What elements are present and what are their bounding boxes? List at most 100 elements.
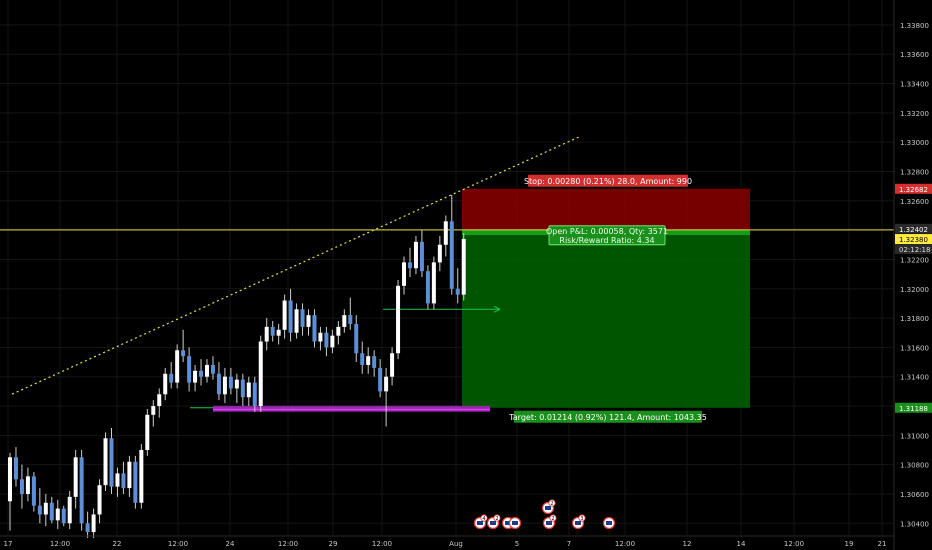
price-tick-label: 1.33800: [900, 22, 929, 30]
event-count-badge: [493, 514, 501, 522]
price-tick-label: 1.30600: [900, 491, 929, 499]
time-tick-label: 14: [737, 540, 746, 548]
candle-body: [419, 241, 424, 272]
time-tick-label: 5: [515, 540, 519, 548]
candle-body: [210, 364, 215, 374]
candle-body: [91, 514, 96, 533]
take-profit-zone[interactable]: [462, 229, 750, 408]
price-tick-label: 1.30800: [900, 462, 929, 470]
candle-body: [437, 244, 442, 263]
candle-body: [85, 523, 90, 533]
time-tick-label: 17: [4, 540, 13, 548]
candle-body: [348, 315, 353, 324]
candle-body: [228, 376, 233, 389]
flag-event-icon[interactable]: 2: [541, 499, 556, 515]
countdown-label: 02:12:18: [899, 246, 930, 254]
candle-body: [270, 326, 275, 336]
target-label-bg: [514, 410, 702, 423]
candle-body: [246, 382, 251, 398]
time-tick-label: 12:00: [784, 540, 804, 548]
earnings-event-icon[interactable]: [508, 516, 522, 530]
open-pnl-label: Open P&L: 0.00058, Qty: 3571: [546, 227, 668, 236]
flag-event-icon[interactable]: 4: [473, 514, 488, 530]
price-tick-label: 1.32800: [900, 168, 929, 176]
candle-body: [443, 221, 448, 245]
time-tick-label: 12:00: [372, 540, 392, 548]
time-axis[interactable]: 17 12:00 22 12:00 24 12:00 29 12:00 Aug 5 7 12:00 12…: [0, 535, 894, 548]
candle-body: [37, 505, 42, 515]
risk-reward-label: Risk/Reward Ratio: 4.34: [559, 236, 654, 245]
candle-body: [181, 350, 186, 357]
price-tick-label: 1.32000: [900, 286, 929, 294]
flag-event-icon[interactable]: 2: [486, 514, 501, 530]
time-tick-label: 12:00: [278, 540, 298, 548]
candle-body: [216, 373, 221, 395]
flag-glyph: [490, 521, 496, 525]
countdown-badge: [895, 244, 932, 255]
candle-body: [282, 300, 287, 330]
candle-body: [312, 315, 317, 342]
candle-body: [258, 341, 263, 407]
candle-body: [133, 461, 138, 503]
stop-loss-zone[interactable]: [462, 188, 750, 230]
target-label: Target: 0.01214 (0.92%) 121.4, Amount: 1…: [508, 413, 707, 422]
candle-body: [13, 457, 18, 480]
candle-body: [103, 438, 108, 486]
candle-body: [372, 356, 377, 368]
arrow-head-icon: [493, 305, 501, 313]
flag-glyph: [477, 521, 483, 525]
event-count-badge: [549, 514, 557, 522]
stop-level-badge: [895, 183, 932, 194]
event-count: 2: [550, 501, 553, 507]
candle-body: [318, 332, 323, 342]
flag-event-icon[interactable]: [602, 516, 616, 530]
price-tick-label: 1.32600: [900, 198, 929, 206]
candle-body: [366, 356, 371, 365]
flag-glyph: [505, 521, 511, 525]
candle-body: [19, 479, 24, 494]
candle-body: [109, 438, 114, 487]
target-level-badge: [895, 402, 932, 413]
time-tick-label: 12:00: [50, 540, 70, 548]
price-tick-label: 1.31000: [900, 432, 929, 440]
rising-trendline[interactable]: [11, 135, 582, 395]
candle-body: [330, 335, 335, 348]
candle-body: [234, 379, 239, 389]
candle-body: [390, 353, 395, 377]
candle-body: [121, 473, 126, 489]
stop-label-bg: [528, 174, 688, 187]
time-tick-label: 24: [226, 540, 235, 548]
flag-glyph: [575, 521, 581, 525]
candle-body: [264, 326, 269, 342]
candle-body: [8, 457, 12, 502]
candle-body: [151, 406, 156, 415]
candle-body: [402, 262, 407, 286]
candle-body: [240, 379, 245, 398]
candle-body: [193, 370, 198, 383]
candle-body: [49, 502, 54, 521]
candle-body: [324, 332, 329, 348]
candle-body: [205, 364, 210, 377]
flag-event-icon[interactable]: 2: [542, 514, 557, 530]
candle-body: [222, 376, 227, 395]
event-markers[interactable]: 4 2 2 3 2: [473, 499, 616, 530]
candle-body: [175, 350, 180, 383]
candle-body: [360, 353, 365, 365]
position-zones[interactable]: [462, 188, 750, 408]
flag-event-icon[interactable]: 3: [571, 514, 586, 530]
candle-body: [145, 414, 150, 450]
candle-body: [97, 485, 102, 515]
candle-body: [252, 382, 257, 407]
candle-body: [378, 367, 383, 392]
entry-level-label: 1.32402: [899, 226, 928, 234]
time-tick-label: 12:00: [168, 540, 188, 548]
flag-glyph: [606, 521, 612, 525]
support-zone-edge: [213, 408, 490, 411]
candle-body: [288, 300, 293, 333]
candle-body: [199, 370, 204, 377]
candle-body: [169, 373, 174, 383]
price-axis[interactable]: 1.33800 1.33600 1.33400 1.33200 1.33000 1.328…: [895, 22, 932, 528]
event-count: 4: [482, 516, 485, 522]
candle-body: [31, 476, 36, 506]
